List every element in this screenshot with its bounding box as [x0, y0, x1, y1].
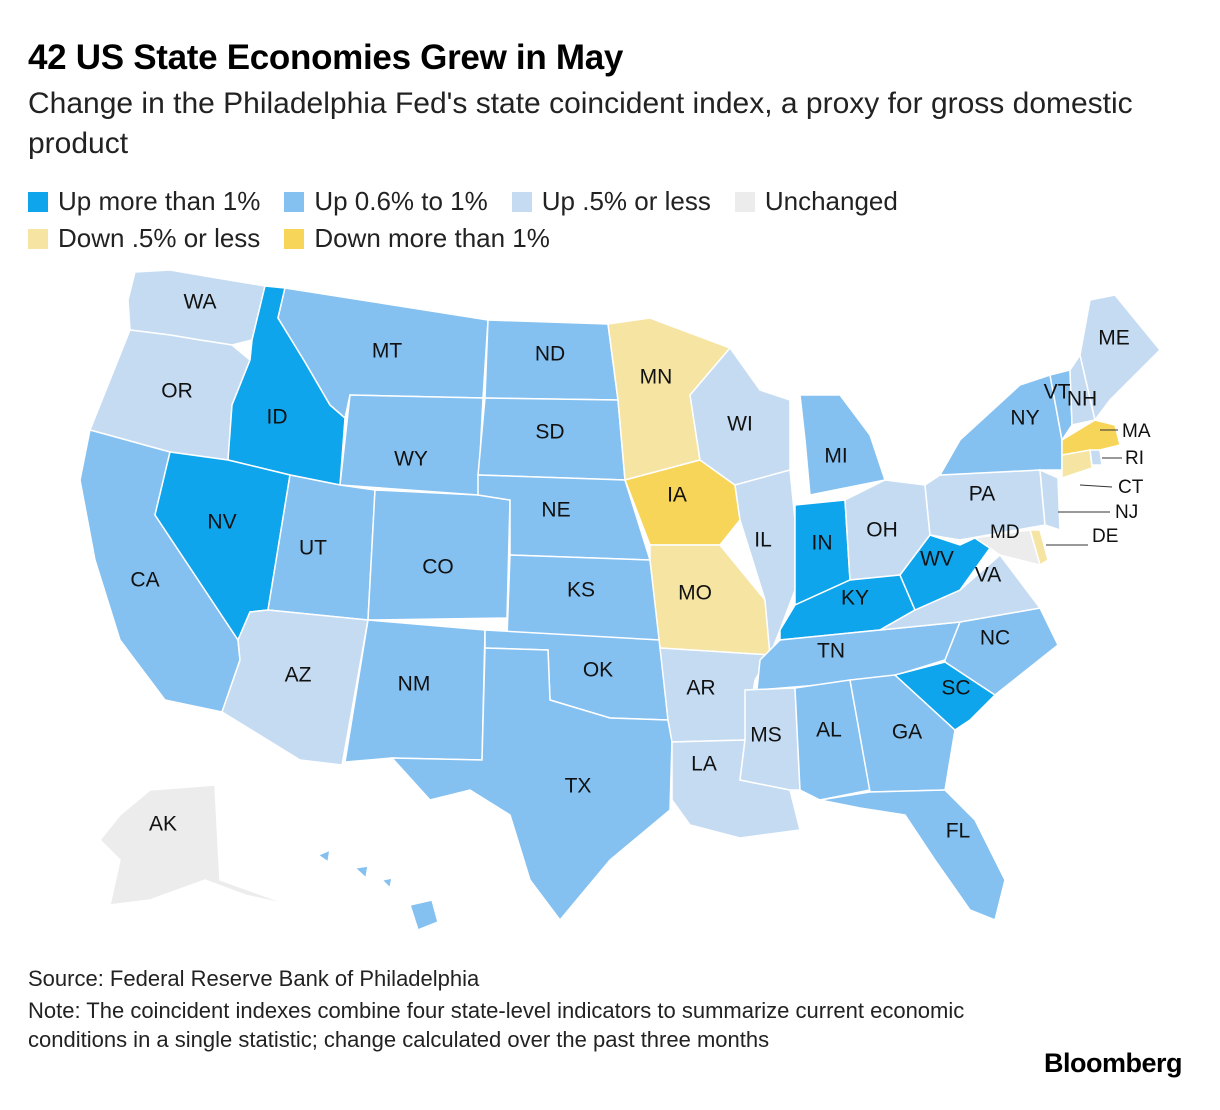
legend-swatch [734, 191, 755, 212]
state-label-or: OR [161, 380, 193, 403]
legend-item-up-more-than-1: Up more than 1% [28, 186, 260, 217]
state-md [959, 529, 1042, 567]
legend-label: Down more than 1% [314, 223, 550, 253]
state-label-de: DE [1092, 526, 1118, 547]
state-label-nc: NC [980, 627, 1010, 650]
state-label-tx: TX [565, 775, 592, 798]
state-label-mi: MI [824, 445, 847, 468]
state-ak [98, 784, 291, 906]
legend-swatch [28, 228, 48, 249]
state-label-la: LA [691, 753, 717, 776]
state-label-ny: NY [1010, 407, 1039, 430]
state-label-ri: RI [1125, 448, 1144, 469]
state-label-wy: WY [394, 448, 428, 471]
legend-label: Unchanged [764, 186, 898, 216]
state-label-ma: MA [1122, 421, 1151, 442]
state-label-ut: UT [299, 537, 327, 560]
bloomberg-logo: Bloomberg [1043, 1048, 1183, 1078]
legend-row-1: Up more than 1% Up 0.6% to 1% Up .5% or … [28, 186, 922, 217]
legend-swatch [28, 191, 48, 212]
state-label-ca: CA [130, 569, 159, 592]
state-label-mt: MT [372, 340, 402, 363]
state-label-ak: AK [149, 813, 177, 836]
state-label-ar: AR [686, 677, 715, 700]
state-label-sd: SD [535, 421, 564, 444]
state-label-ky: KY [841, 587, 869, 610]
us-map: WA OR CA ID NV MT WY UT AZ CO NM ND SD NE KS OK TX MN IA MO… [79, 269, 1162, 931]
state-label-nv: NV [207, 511, 236, 534]
state-label-wv: WV [920, 548, 954, 571]
legend-row-2: Down .5% or less Down more than 1% [28, 223, 574, 254]
state-wy [339, 394, 484, 496]
state-label-me: ME [1098, 327, 1130, 350]
state-label-ms: MS [750, 724, 782, 747]
state-label-vt: VT [1044, 381, 1071, 404]
state-label-az: AZ [285, 664, 312, 687]
state-label-ok: OK [583, 659, 613, 682]
legend-label: Up .5% or less [541, 186, 711, 216]
state-label-ks: KS [567, 579, 595, 602]
state-label-al: AL [816, 719, 842, 742]
state-labels: WA OR CA ID NV MT WY UT AZ CO NM ND SD NE KS OK TX MN IA MO… [130, 291, 1150, 843]
state-label-mn: MN [640, 366, 673, 389]
chart-title: 42 US State Economies Grew in May [28, 38, 624, 77]
states-layer [79, 269, 1162, 931]
legend-item-up-5-or-less: Up .5% or less [511, 186, 711, 217]
state-label-nh: NH [1067, 388, 1097, 411]
state-label-id: ID [267, 406, 288, 429]
legend-label: Up 0.6% to 1% [314, 186, 488, 216]
state-label-sc: SC [941, 677, 970, 700]
state-label-ct: CT [1118, 477, 1144, 498]
state-ga [849, 674, 956, 793]
leader-line-ct [1079, 484, 1113, 488]
state-label-va: VA [975, 564, 1001, 587]
legend-item-down-more-than-1: Down more than 1% [284, 223, 550, 254]
state-al [794, 679, 871, 801]
state-label-nj: NJ [1115, 502, 1138, 523]
legend-swatch [284, 191, 305, 212]
state-label-pa: PA [969, 483, 995, 506]
state-tx [390, 647, 673, 922]
state-ct [1061, 449, 1093, 480]
state-label-nm: NM [398, 673, 431, 696]
state-label-md: MD [990, 522, 1020, 543]
legend-swatch [511, 191, 532, 212]
state-wi [689, 346, 791, 486]
state-label-co: CO [422, 556, 454, 579]
state-label-fl: FL [946, 820, 971, 843]
state-label-ga: GA [892, 721, 922, 744]
methodology-note: Note: The coincident indexes combine fou… [28, 998, 965, 1052]
state-fl [819, 789, 1006, 922]
leader-lines [1046, 429, 1122, 546]
state-nj [1039, 468, 1061, 532]
source-note: Source: Federal Reserve Bank of Philadel… [28, 966, 480, 991]
state-label-ia: IA [667, 484, 687, 507]
state-label-il: IL [754, 529, 772, 552]
state-label-nd: ND [535, 343, 565, 366]
state-label-in: IN [812, 532, 833, 555]
legend-swatch [284, 228, 305, 249]
state-co [367, 489, 511, 621]
state-label-ne: NE [541, 499, 570, 522]
state-label-tn: TN [817, 640, 845, 663]
state-label-wa: WA [183, 291, 216, 314]
legend-label: Down .5% or less [58, 223, 261, 253]
legend-item-unchanged: Unchanged [734, 186, 898, 217]
legend-label: Up more than 1% [58, 186, 261, 216]
legend-item-up-0-6-to-1: Up 0.6% to 1% [284, 186, 488, 217]
chart-subtitle: Change in the Philadelphia Fed's state c… [28, 87, 1133, 160]
state-label-wi: WI [727, 413, 753, 436]
state-hi [316, 848, 439, 931]
legend-item-down-5-or-less: Down .5% or less [28, 223, 260, 254]
state-label-oh: OH [866, 519, 898, 542]
state-label-mo: MO [678, 582, 712, 605]
state-az [221, 609, 369, 766]
